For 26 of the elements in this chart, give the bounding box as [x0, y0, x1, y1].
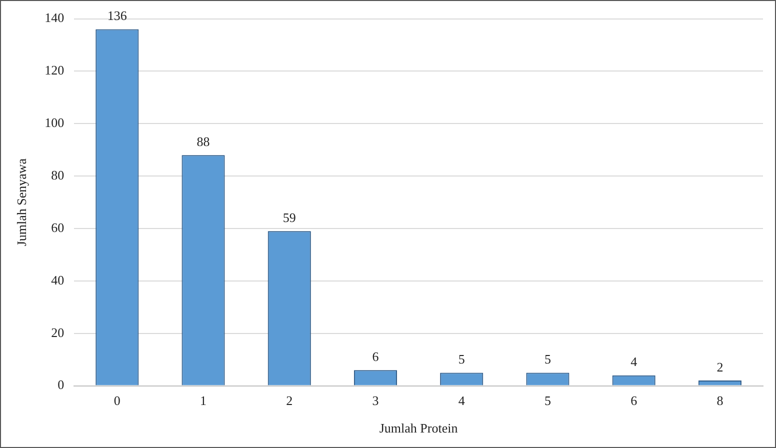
data-label: 88: [196, 134, 210, 150]
y-tick-label: 60: [51, 220, 64, 235]
data-label: 5: [544, 352, 551, 367]
x-tick-label: 0: [114, 393, 120, 408]
data-label: 136: [107, 8, 128, 24]
x-tick-label: 5: [544, 393, 551, 408]
x-tick-label: 4: [458, 393, 466, 408]
x-tick-label: 6: [630, 393, 638, 408]
y-tick-label: 40: [51, 272, 64, 288]
data-label: 2: [716, 359, 724, 374]
x-tick-label: 2: [286, 393, 293, 408]
x-tick-label: 3: [372, 393, 379, 408]
y-tick-label: 20: [51, 324, 64, 340]
y-tick-label: 140: [44, 10, 64, 26]
data-label: 59: [282, 210, 296, 226]
y-axis-title: Jumlah Senyawa: [14, 158, 30, 246]
y-tick-label: 100: [44, 115, 64, 130]
data-label: 6: [372, 348, 380, 364]
x-tick-label: 1: [200, 393, 207, 408]
y-tick-label: 0: [58, 377, 64, 392]
data-label: 4: [630, 354, 638, 370]
y-tick-label: 80: [51, 168, 64, 183]
x-tick-label: 8: [716, 393, 724, 408]
x-axis-title: Jumlah Protein: [379, 420, 458, 436]
data-label: 5: [458, 352, 465, 367]
y-tick-label: 120: [44, 62, 64, 78]
